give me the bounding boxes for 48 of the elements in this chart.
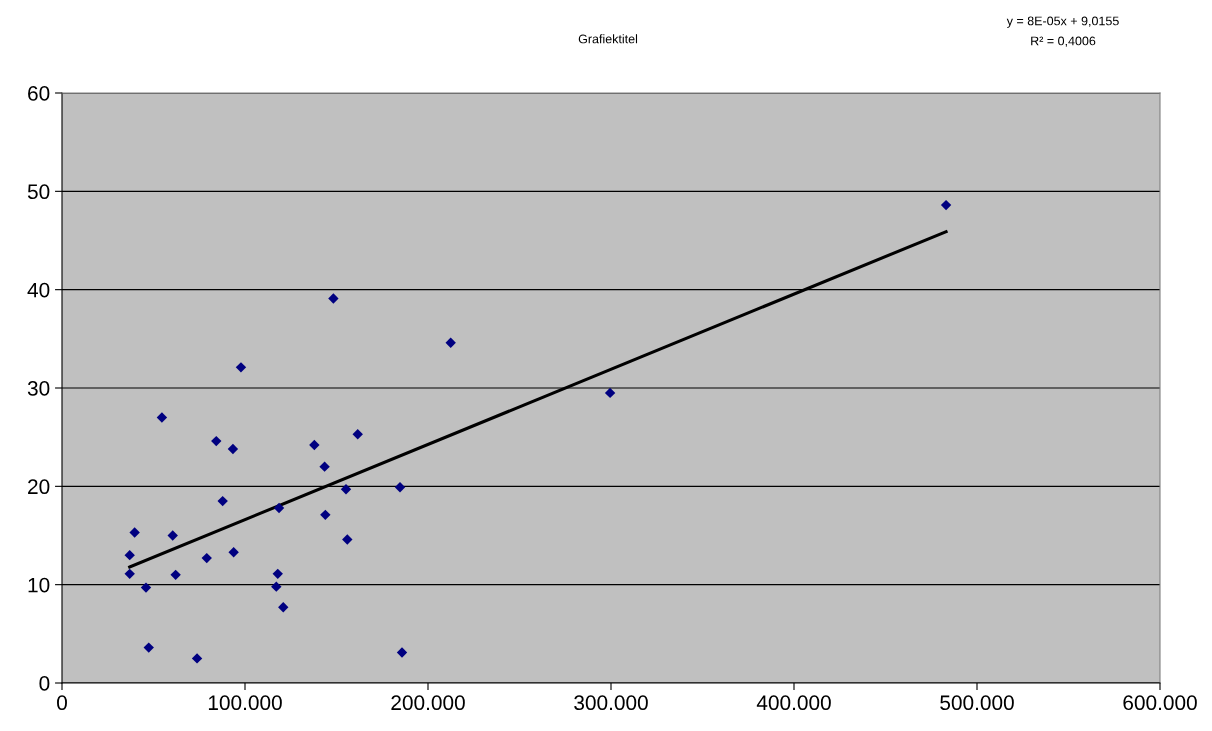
y-tick-label: 60 bbox=[28, 86, 50, 101]
point bbox=[394, 482, 406, 493]
point bbox=[227, 443, 239, 455]
point bbox=[604, 387, 616, 399]
point bbox=[340, 484, 352, 495]
y-tick-label: 20 bbox=[28, 479, 50, 495]
point bbox=[445, 337, 456, 348]
point bbox=[191, 653, 203, 664]
point bbox=[278, 602, 289, 613]
point bbox=[273, 502, 285, 514]
chart-title: Grafiektitel bbox=[578, 34, 638, 44]
x-tick-label: 100.000 bbox=[208, 695, 282, 711]
point bbox=[320, 509, 331, 521]
x-tick-label: 600.000 bbox=[1123, 695, 1197, 711]
point bbox=[140, 582, 152, 593]
text: R² = 0,4006 bbox=[1031, 36, 1096, 47]
point bbox=[167, 530, 178, 541]
y-tick-label: 10 bbox=[28, 577, 50, 593]
point bbox=[352, 429, 363, 440]
point bbox=[228, 547, 239, 558]
point bbox=[319, 461, 330, 472]
y-tick-label: 0 bbox=[39, 676, 50, 691]
point bbox=[156, 412, 168, 423]
point bbox=[143, 642, 154, 653]
point bbox=[124, 568, 135, 580]
x-tick-label: 300.000 bbox=[574, 695, 648, 711]
point bbox=[309, 439, 320, 451]
point bbox=[211, 435, 222, 447]
x-tick-label: 0 bbox=[57, 695, 67, 711]
point bbox=[129, 527, 140, 538]
point bbox=[217, 495, 228, 507]
y-tick-label: 40 bbox=[27, 282, 50, 298]
point bbox=[328, 293, 339, 304]
x-tick-label: 500.000 bbox=[940, 695, 1014, 711]
text: y = 8E-05x + 9,0155 bbox=[1006, 16, 1119, 28]
point bbox=[940, 199, 952, 211]
y-tick-label: 30 bbox=[27, 381, 50, 396]
point bbox=[170, 569, 181, 581]
point bbox=[124, 549, 135, 561]
point bbox=[342, 534, 353, 545]
point bbox=[271, 581, 282, 592]
y-tick-label: 50 bbox=[27, 184, 50, 200]
point bbox=[272, 568, 283, 580]
point bbox=[396, 647, 408, 658]
x-tick-label: 200.000 bbox=[391, 695, 465, 711]
point bbox=[201, 552, 212, 564]
x-tick-label: 400.000 bbox=[756, 695, 831, 711]
point bbox=[235, 362, 247, 373]
